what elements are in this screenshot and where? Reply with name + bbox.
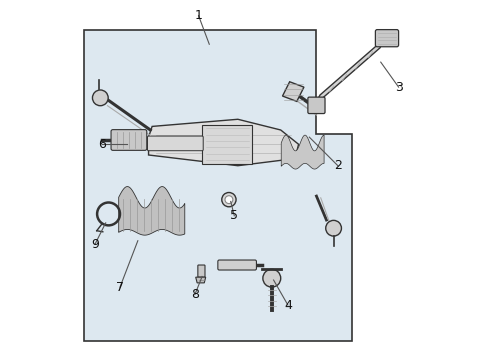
FancyBboxPatch shape (198, 265, 205, 277)
Polygon shape (196, 277, 206, 283)
Text: 3: 3 (394, 81, 403, 94)
Circle shape (326, 220, 342, 236)
Text: 4: 4 (284, 298, 292, 311)
Circle shape (225, 196, 233, 203)
Text: 7: 7 (116, 281, 124, 294)
Polygon shape (315, 39, 384, 105)
Text: 5: 5 (230, 209, 238, 222)
Polygon shape (84, 30, 352, 341)
FancyBboxPatch shape (375, 30, 398, 47)
Text: 9: 9 (91, 238, 99, 251)
Circle shape (263, 269, 281, 287)
Polygon shape (283, 82, 304, 102)
FancyBboxPatch shape (111, 130, 147, 150)
Polygon shape (148, 119, 298, 166)
Text: 1: 1 (195, 9, 202, 22)
Polygon shape (202, 125, 252, 164)
Circle shape (222, 193, 236, 207)
Text: 8: 8 (191, 288, 199, 301)
Circle shape (93, 90, 108, 106)
Text: 6: 6 (98, 138, 106, 151)
FancyBboxPatch shape (147, 136, 203, 151)
FancyBboxPatch shape (308, 97, 325, 113)
FancyBboxPatch shape (218, 260, 256, 270)
Text: 2: 2 (334, 159, 342, 172)
